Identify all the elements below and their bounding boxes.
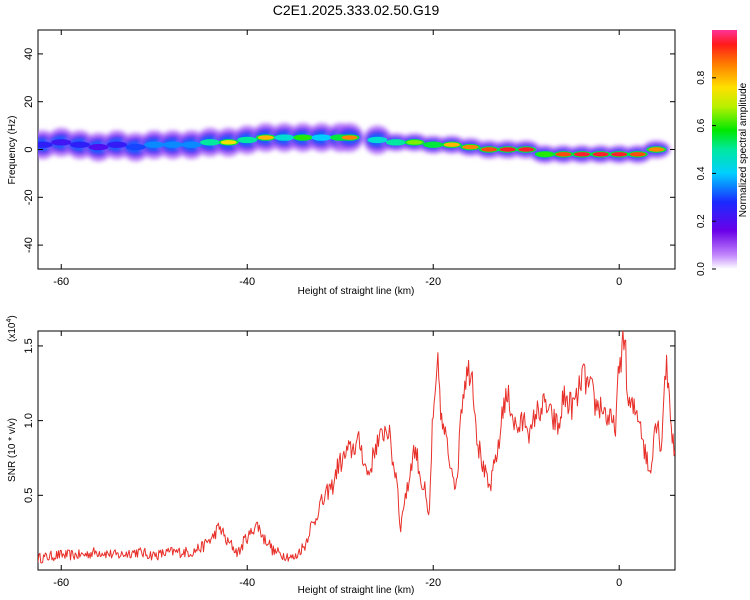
ridge-peak <box>462 144 479 150</box>
x-tick-label: -40 <box>239 577 255 589</box>
y-multiplier-close: ) <box>7 315 18 318</box>
ridge-peak <box>406 140 423 145</box>
ridge-peak <box>499 147 516 152</box>
ridge-peak <box>592 152 609 157</box>
ridge-peak <box>313 135 330 140</box>
bottom-y-axis-label: SNR (10 * v/v) <box>7 418 18 482</box>
bottom-y-ticks: 0.5 1.0 1.5 <box>23 338 675 503</box>
ridge-peak <box>536 152 553 157</box>
ridge-peak <box>202 140 219 145</box>
ridge-peak <box>53 140 70 145</box>
y-multiplier-text: (x10 <box>7 322 18 342</box>
x-tick-label: -20 <box>425 577 441 589</box>
bottom-x-ticks: -60 -40 -20 0 <box>53 331 622 589</box>
snr-panel: -60 -40 -20 0 0.5 1.0 1.5 Height of straight … <box>6 315 676 596</box>
ridge-peak <box>481 147 498 152</box>
ridge-peak <box>574 152 591 157</box>
ridge-peak <box>425 142 442 147</box>
ridge-peak <box>109 142 126 147</box>
ridge-peak <box>388 140 405 145</box>
colorbar-label: Normalized spectral amplitude <box>738 82 749 217</box>
colorbar-tick-label: 0.8 <box>696 70 707 84</box>
y-multiplier-exponent: 4 <box>6 319 13 323</box>
top-x-axis-label: Height of straight line (km) <box>298 286 415 297</box>
x-tick-label: 0 <box>616 577 622 589</box>
ridge-peak <box>276 135 293 140</box>
top-y-ticks: -40 -20 0 20 40 <box>23 48 675 253</box>
ridge-peak <box>629 152 646 157</box>
y-tick-label: 0.5 <box>23 488 35 503</box>
x-tick-label: -60 <box>53 577 69 589</box>
ridge-peak <box>90 144 107 150</box>
colorbar-ticks: 0.0 0.2 0.4 0.6 0.8 <box>696 70 716 276</box>
ridge-peak <box>127 144 144 150</box>
x-tick-label: -60 <box>53 276 69 288</box>
ridge-peak <box>239 137 256 143</box>
y-multiplier-label: (x104) <box>6 315 18 342</box>
top-x-ticks: -60 -40 -20 0 <box>53 30 622 288</box>
ridge-peak <box>220 140 237 145</box>
x-tick-label: 0 <box>616 276 622 288</box>
x-tick-label: -20 <box>425 276 441 288</box>
y-tick-label: 1.5 <box>23 338 35 353</box>
ridge-peak <box>164 142 181 147</box>
colorbar-gradient <box>712 30 737 269</box>
y-tick-label: 20 <box>23 96 35 108</box>
colorbar: 0.0 0.2 0.4 0.6 0.8 Normalized spectral ampl… <box>696 30 749 276</box>
ridge-peak <box>295 135 312 140</box>
ridge-peak <box>648 147 665 152</box>
ridge-peak <box>369 137 386 143</box>
spectrogram-heatmap <box>38 123 671 164</box>
ridge-peak <box>611 152 628 157</box>
snr-series-line <box>38 331 675 564</box>
y-tick-label: 1.0 <box>23 413 35 428</box>
ridge-peak <box>183 142 200 147</box>
colorbar-tick-label: 0.0 <box>696 262 707 276</box>
ridge-peak <box>443 142 460 147</box>
x-tick-label: -40 <box>239 276 255 288</box>
spectrogram-panel: -60 -40 -20 0 -40 -20 0 20 40 Height of straigh… <box>7 29 676 297</box>
spectrogram-core <box>38 134 667 158</box>
y-tick-label: 0 <box>23 146 35 152</box>
y-tick-label: -20 <box>23 189 35 205</box>
bottom-x-axis-label: Height of straight line (km) <box>298 585 415 596</box>
ridge-peak <box>518 147 535 152</box>
chart-title: C2E1.2025.333.02.50.G19 <box>273 2 440 18</box>
top-y-axis-label: Frequency (Hz) <box>7 116 18 185</box>
ridge-peak <box>71 142 88 147</box>
ridge-peak <box>257 135 274 140</box>
y-tick-label: 40 <box>23 48 35 60</box>
y-tick-label: -40 <box>23 237 35 253</box>
snr-frame <box>37 330 676 571</box>
colorbar-tick-label: 0.4 <box>696 166 707 180</box>
ridge-peak <box>146 142 163 147</box>
ridge-peak <box>38 142 51 147</box>
colorbar-tick-label: 0.2 <box>696 214 707 228</box>
ridge-peak <box>341 135 358 140</box>
colorbar-tick-label: 0.6 <box>696 118 707 132</box>
ridge-peak <box>555 152 572 157</box>
